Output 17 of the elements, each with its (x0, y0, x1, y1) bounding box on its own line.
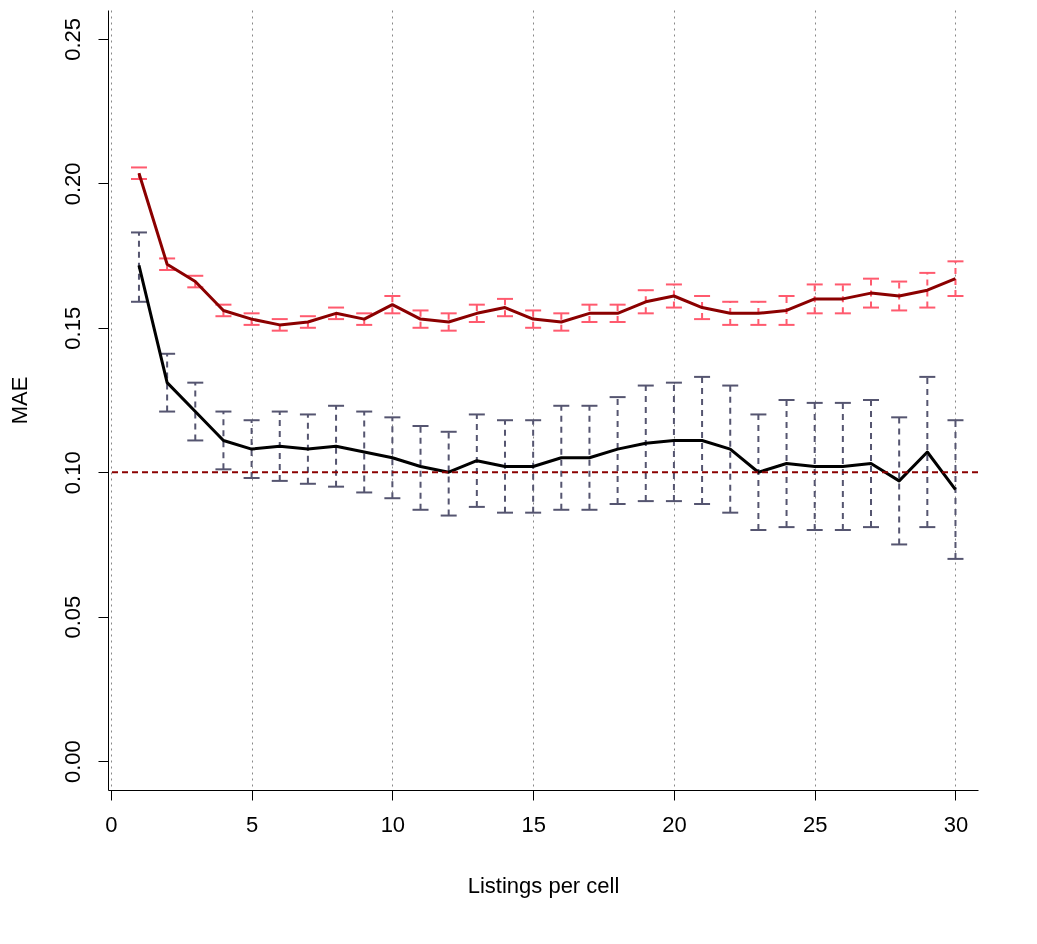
y-axis-title: MAE (6, 376, 32, 425)
x-axis-title: Listings per cell (467, 872, 620, 898)
y-tick-label: 0.20 (59, 162, 85, 206)
x-tick-label: 25 (802, 811, 828, 837)
x-tick-label: 10 (380, 811, 406, 837)
y-tick-label: 0.00 (59, 740, 85, 784)
line-series (137, 263, 957, 492)
y-tick-label: 0.25 (59, 17, 85, 61)
x-tick-label: 30 (943, 811, 969, 837)
y-tick-label: 0.10 (59, 451, 85, 495)
x-tick-label: 15 (521, 811, 546, 837)
y-tick-label: 0.15 (59, 306, 85, 350)
x-tick-label: 20 (662, 811, 687, 837)
line-series (137, 171, 957, 327)
y-tick-label: 0.05 (59, 595, 85, 639)
x-tick-label: 0 (105, 811, 118, 837)
x-tick-label: 5 (245, 811, 259, 837)
